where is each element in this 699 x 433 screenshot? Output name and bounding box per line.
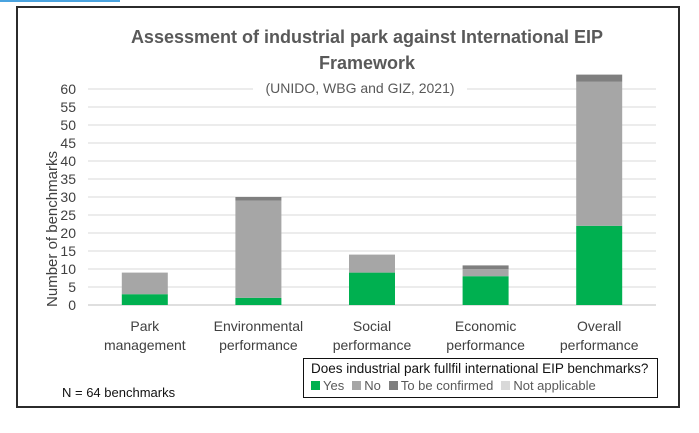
legend: Does industrial park fullfil internation… [303,358,658,398]
y-tick-label: 30 [60,189,76,205]
bar-yes [576,225,623,305]
bar-yes [235,297,282,305]
y-tick-label: 25 [60,207,76,223]
x-tick-label: performance [333,337,412,353]
legend-item-no: No [352,378,381,393]
legend-title: Does industrial park fullfil internation… [311,361,649,376]
x-tick-label: performance [560,337,639,353]
subtitle-background [253,77,467,97]
chart-subtitle: (UNIDO, WBG and GIZ, 2021) [265,80,454,96]
y-tick-label: 60 [60,81,76,97]
y-tick-label: 35 [60,171,76,187]
legend-label-to-be-confirmed: To be confirmed [400,378,494,393]
chart-frame [16,6,680,408]
legend-item-to-be-confirmed: To be confirmed [388,378,494,393]
chart-title-line-2: Framework [319,53,416,73]
y-tick-label: 50 [60,117,76,133]
chart-title-line-1: Assessment of industrial park against In… [131,27,603,47]
bar-no [349,254,395,273]
x-tick-label: Overall [577,318,621,334]
x-tick-label: performance [446,337,525,353]
bar-yes [121,294,168,305]
legend-swatch-not-applicable [501,381,511,390]
y-tick-label: 15 [60,243,76,259]
y-tick-label: 45 [60,135,76,151]
bar-to-be-confirmed [235,197,282,201]
bar-yes [462,276,509,305]
bar-to-be-confirmed [462,265,509,269]
header-accent-line [0,0,120,2]
bars [121,74,623,305]
bar-to-be-confirmed [576,74,623,82]
legend-label-no: No [364,378,381,393]
y-tick-labels: 0 5 10 15 20 25 30 35 40 45 50 55 60 [60,81,76,313]
x-tick-label: Economic [455,318,516,334]
y-tick-label: 55 [60,99,76,115]
legend-swatch-yes [311,381,320,390]
gridlines [88,88,656,306]
legend-item-yes: Yes [311,378,344,393]
y-tick-label: 5 [68,279,76,295]
y-axis-label: Number of benchmarks [44,151,61,307]
x-tick-label: performance [219,337,298,353]
y-tick-label: 40 [60,153,76,169]
y-tick-label: 0 [68,297,76,313]
bar-no [462,269,509,277]
legend-swatch-no [352,381,362,390]
legend-item-not-applicable: Not applicable [501,378,596,393]
bar-yes [349,272,395,305]
legend-label-yes: Yes [323,378,345,393]
x-tick-label: Environmental [214,318,304,334]
bar-no [121,272,168,295]
x-tick-label: management [104,337,186,353]
legend-swatch-to-be-confirmed [388,381,398,390]
bar-no [576,81,623,226]
bar-no [235,200,282,298]
x-tick-label: Social [353,318,391,334]
x-tick-labels: Park management Environmental performance So… [104,318,639,353]
x-tick-label: Park [130,318,160,334]
y-tick-label: 10 [60,261,76,277]
legend-label-not-applicable: Not applicable [513,378,596,393]
y-tick-label: 20 [60,225,76,241]
sample-size-note: N = 64 benchmarks [62,385,176,400]
legend-items: Yes No To be confirmed Not applicable [311,378,604,393]
